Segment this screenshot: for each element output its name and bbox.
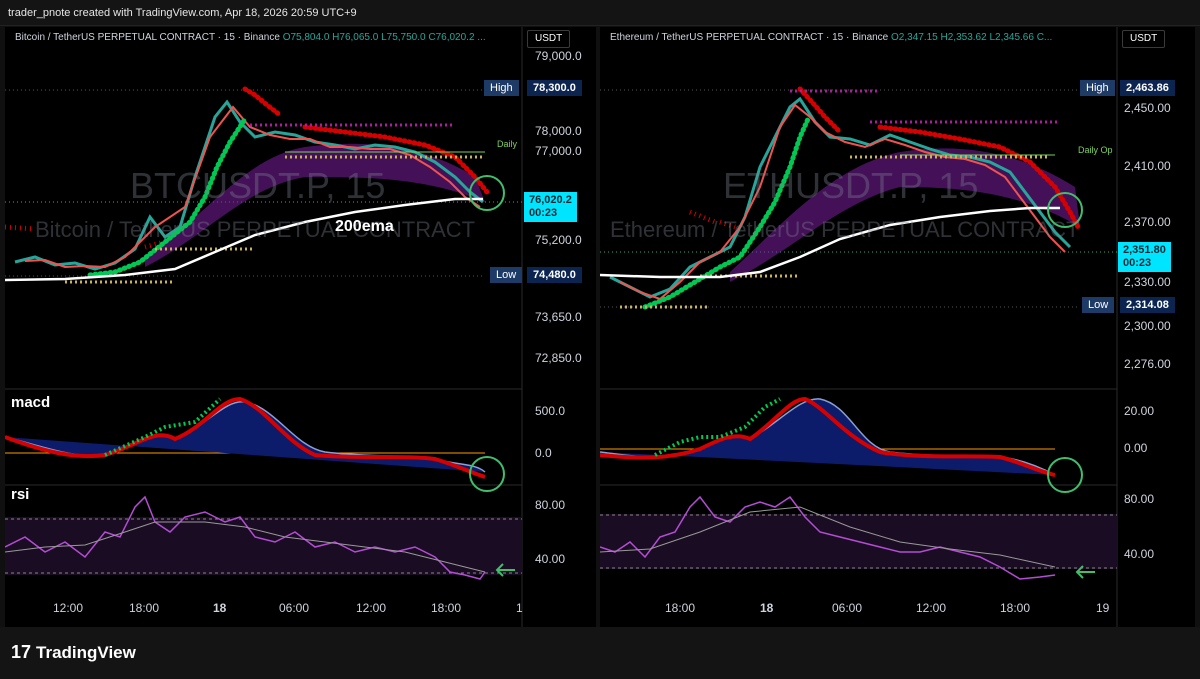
time-tick: 18:00 xyxy=(665,601,696,615)
high-value-tag: 2,463.86 xyxy=(1120,80,1175,96)
price-candles xyxy=(609,96,1072,301)
tradingview-wordmark: TradingView xyxy=(36,642,136,662)
price-tick: 2,276.00 xyxy=(1124,357,1171,371)
time-tick: 18 xyxy=(760,601,774,615)
time-tick: 1 xyxy=(516,601,523,615)
footer-bar: 17 TradingView xyxy=(0,627,1200,679)
price-tick: 75,200.0 xyxy=(535,233,582,247)
time-tick: 18:00 xyxy=(431,601,462,615)
price-tick: 72,850.0 xyxy=(535,351,582,365)
time-tick: 18:00 xyxy=(129,601,160,615)
low-tag: Low xyxy=(490,267,523,283)
trend-cloud xyxy=(730,148,1080,282)
macd-line xyxy=(600,396,1056,477)
time-tick: 06:00 xyxy=(279,601,310,615)
time-tick: 12:00 xyxy=(53,601,84,615)
low-value-tag: 74,480.0 xyxy=(527,267,582,283)
credit-text: trader_pnote created with TradingView.co… xyxy=(8,7,357,19)
ohlc-values: O75,804.0 H76,065.0 L75,750.0 C76,020.2 … xyxy=(282,32,486,43)
last-price-tag: 2,351.80 00:23 xyxy=(1118,242,1171,272)
rsi-arrow-icon xyxy=(1075,565,1095,579)
macd-tick: 0.0 xyxy=(535,446,552,460)
rsi-tick: 40.00 xyxy=(1124,547,1155,561)
price-tick: 78,000.0 xyxy=(535,124,582,138)
low-value-tag: 2,314.08 xyxy=(1120,297,1175,313)
rsi-tick: 80.00 xyxy=(535,498,566,512)
top-bar: trader_pnote created with TradingView.co… xyxy=(0,0,1200,26)
bar-countdown: 00:23 xyxy=(529,207,558,219)
daily-open-label: Daily xyxy=(497,139,518,149)
price-tick: 2,370.00 xyxy=(1124,215,1171,229)
highlight-circle-price xyxy=(1047,192,1083,228)
rsi-band xyxy=(5,517,522,575)
highlight-circle-macd xyxy=(1047,457,1083,493)
symbol-header[interactable]: Ethereum / TetherUS PERPETUAL CONTRACT ·… xyxy=(610,32,1052,43)
high-value-tag: 78,300.0 xyxy=(527,80,582,96)
supertrend-green-dots xyxy=(642,116,811,310)
tradingview-mark-icon: 17 xyxy=(11,642,32,662)
rsi-ma-line xyxy=(5,521,486,573)
price-tick: 77,000.0 xyxy=(535,144,582,158)
btc-chart-pane[interactable]: Bitcoin / TetherUS PERPETUAL CONTRACT · … xyxy=(5,27,596,627)
high-tag: High xyxy=(1080,80,1115,96)
macd-signal-area xyxy=(5,401,486,473)
low-tag: Low xyxy=(1082,297,1115,313)
time-tick: 06:00 xyxy=(832,601,863,615)
daily-open-label: Daily Op xyxy=(1078,145,1113,155)
highlight-circle-price xyxy=(469,175,505,211)
supertrend-red-dots-early xyxy=(689,209,736,230)
currency-button[interactable]: USDT xyxy=(527,30,571,48)
trend-cloud xyxy=(145,143,485,267)
rsi-ma-line xyxy=(600,506,1056,568)
ohlc-values: O2,347.15 H2,353.62 L2,345.66 C... xyxy=(891,32,1053,43)
macd-signal-area xyxy=(600,398,1056,476)
btc-chart-svg xyxy=(5,27,523,627)
ema200-line xyxy=(5,197,483,282)
price-candles xyxy=(14,99,484,271)
last-price-value: 76,020.2 xyxy=(529,194,572,206)
time-tick: 12:00 xyxy=(356,601,387,615)
last-price-value: 2,351.80 xyxy=(1123,244,1166,256)
price-tick: 79,000.0 xyxy=(535,49,582,63)
rsi-arrow-icon xyxy=(495,563,515,577)
price-tick: 2,450.00 xyxy=(1124,101,1171,115)
macd-tick: 500.0 xyxy=(535,404,566,418)
time-tick: 19 xyxy=(1096,601,1110,615)
ema-label: 200ema xyxy=(335,218,394,235)
last-price-tag: 76,020.2 00:23 xyxy=(524,192,577,222)
macd-tick: 20.00 xyxy=(1124,404,1155,418)
price-tick: 2,410.00 xyxy=(1124,159,1171,173)
currency-button[interactable]: USDT xyxy=(1122,30,1166,48)
bar-countdown: 00:23 xyxy=(1123,257,1152,269)
supertrend-red-dots xyxy=(242,86,490,195)
supertrend-green-dots xyxy=(87,116,248,278)
eth-chart-svg xyxy=(600,27,1118,627)
pair-label: Bitcoin / TetherUS PERPETUAL CONTRACT · … xyxy=(15,32,283,43)
ema200-line xyxy=(600,206,1060,279)
price-tick: 2,330.00 xyxy=(1124,275,1171,289)
macd-label: macd xyxy=(11,394,51,411)
macd-tick: 0.00 xyxy=(1124,441,1148,455)
macd-line xyxy=(5,396,486,479)
time-tick: 18:00 xyxy=(1000,601,1031,615)
symbol-header[interactable]: Bitcoin / TetherUS PERPETUAL CONTRACT · … xyxy=(15,32,486,43)
high-tag: High xyxy=(484,80,519,96)
rsi-tick: 40.00 xyxy=(535,552,566,566)
pair-label: Ethereum / TetherUS PERPETUAL CONTRACT ·… xyxy=(610,32,892,43)
tradingview-logo[interactable]: 17 TradingView xyxy=(11,642,136,663)
time-tick: 18 xyxy=(213,601,227,615)
time-tick: 12:00 xyxy=(916,601,947,615)
macd-green-segment xyxy=(104,397,222,457)
rsi-tick: 80.00 xyxy=(1124,492,1155,506)
supertrend-red-dots-early xyxy=(5,224,166,250)
rsi-label: rsi xyxy=(11,486,30,503)
price-tick: 2,300.00 xyxy=(1124,319,1171,333)
price-tick: 73,650.0 xyxy=(535,310,582,324)
highlight-circle-macd xyxy=(469,456,505,492)
eth-chart-pane[interactable]: Ethereum / TetherUS PERPETUAL CONTRACT ·… xyxy=(600,27,1195,627)
